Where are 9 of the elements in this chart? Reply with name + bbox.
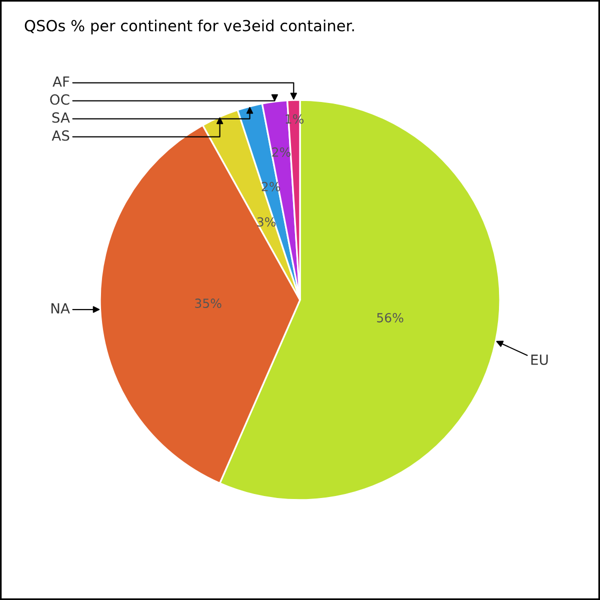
slice-label: EU: [531, 354, 548, 365]
slice-label: AS: [52, 130, 70, 141]
slice-label: OC: [50, 94, 70, 105]
data-label: 56%: [377, 313, 404, 322]
slice-label: SA: [52, 112, 70, 123]
slice-label: AF: [52, 76, 70, 87]
slice-label: NA: [51, 303, 70, 314]
chart-title: QSOs % per continent for ve3eid container.: [24, 20, 354, 34]
data-label: 35%: [195, 298, 222, 308]
